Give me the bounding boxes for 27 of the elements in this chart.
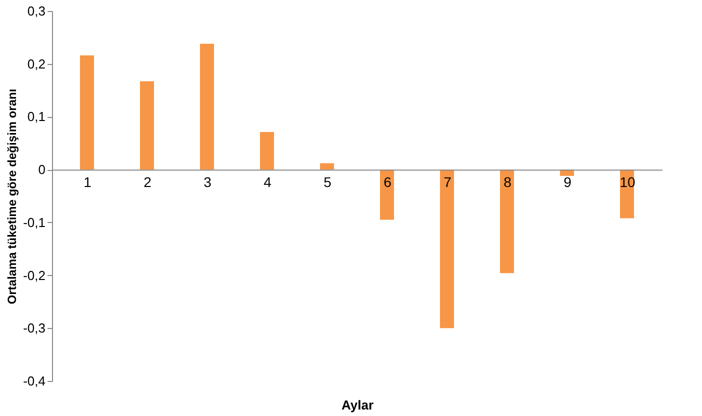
bar [320, 163, 334, 170]
x-tick-label: 8 [504, 174, 512, 190]
x-tick-label: 5 [324, 174, 332, 190]
y-axis-title: Ortalama tüketime göre değişim oranı [5, 88, 20, 304]
bar [260, 132, 274, 170]
bar [500, 170, 514, 274]
x-axis-title: Aylar [341, 398, 374, 412]
bar [440, 170, 454, 328]
y-tick-label: -0,2 [23, 268, 46, 283]
bar [380, 170, 394, 220]
x-tick-label: 9 [564, 174, 572, 190]
y-tick-label: -0,4 [23, 374, 46, 388]
x-tick-label: 6 [384, 174, 392, 190]
y-tick-label: 0,3 [27, 4, 46, 18]
y-tick-label: -0,1 [23, 214, 46, 230]
x-tick-label: 2 [144, 174, 152, 190]
y-tick-label: -0,3 [23, 320, 46, 336]
x-tick-label: 1 [84, 174, 92, 190]
bar [200, 44, 214, 170]
x-tick-label: 4 [264, 174, 272, 190]
bar [140, 81, 154, 170]
x-tick-label: 7 [444, 174, 452, 190]
x-tick-label: 3 [204, 174, 212, 190]
y-tick-label: 0,1 [27, 109, 46, 124]
y-tick-label: 0 [38, 162, 46, 178]
y-tick-label: 0,2 [27, 56, 46, 72]
bar [80, 55, 94, 170]
